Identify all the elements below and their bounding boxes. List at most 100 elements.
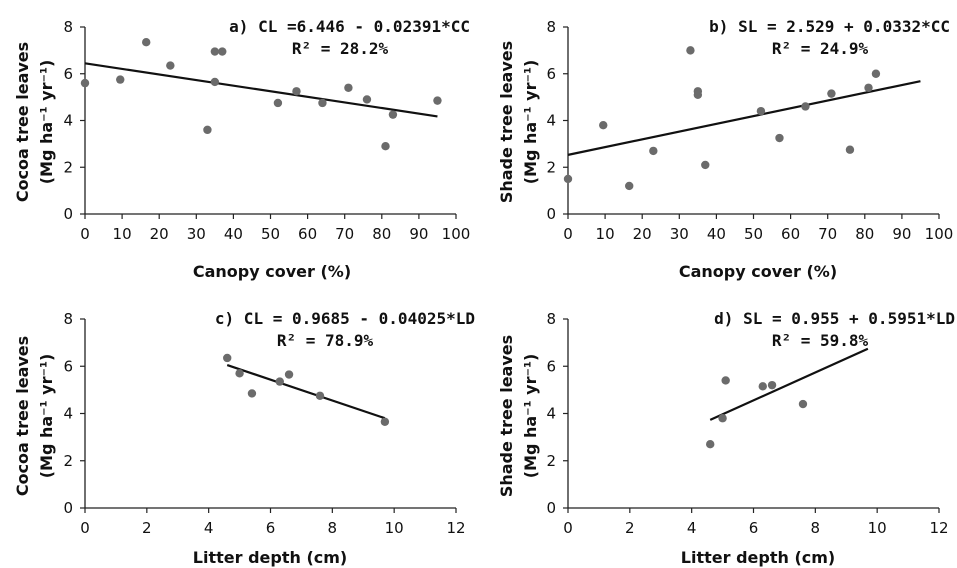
data-point xyxy=(686,46,695,55)
r-squared-label: R² = 24.9% xyxy=(772,39,869,58)
x-axis-label: Canopy cover (%) xyxy=(193,262,351,281)
data-point xyxy=(388,110,398,119)
y-tick-label: 4 xyxy=(63,405,73,423)
data-point xyxy=(318,98,327,108)
data-point xyxy=(218,47,227,56)
x-tick-label: 0 xyxy=(563,225,573,243)
data-point xyxy=(381,142,390,151)
r-squared-label: R² = 28.2% xyxy=(292,39,389,58)
data-point xyxy=(871,69,881,78)
data-point xyxy=(625,181,634,191)
trend-line xyxy=(709,347,869,421)
data-point xyxy=(701,160,710,170)
data-point xyxy=(292,87,301,96)
x-tick-label: 4 xyxy=(204,519,214,537)
data-point xyxy=(210,77,220,87)
x-tick-label: 80 xyxy=(372,225,391,243)
trend-line xyxy=(84,62,438,118)
y-tick-label: 4 xyxy=(546,112,556,130)
y-axis-label-line2: (Mg ha⁻¹ yr⁻¹) xyxy=(521,60,540,185)
data-point xyxy=(433,96,442,105)
x-tick-label: 100 xyxy=(925,225,954,243)
regression-equation: a) CL =6.446 - 0.02391*CC xyxy=(229,17,470,36)
x-tick-label: 8 xyxy=(811,519,821,537)
x-tick-label: 90 xyxy=(892,225,911,243)
regression-equation: b) SL = 2.529 + 0.0332*CC xyxy=(709,17,950,36)
x-tick-label: 30 xyxy=(670,225,689,243)
x-tick-label: 30 xyxy=(187,225,206,243)
data-point xyxy=(721,376,730,385)
data-point xyxy=(798,399,808,409)
data-point xyxy=(116,75,125,84)
y-tick-label: 8 xyxy=(546,18,556,36)
panel-d: 0 2 4 6 8 0 2 4 6 8 10 12 d) SL = 0.955 + 0.5951*LD R… xyxy=(497,309,955,567)
x-tick-label: 40 xyxy=(707,225,726,243)
data-point xyxy=(718,414,727,423)
x-axis-label: Litter depth (cm) xyxy=(193,548,347,567)
y-axis-label-line1: Cocoa tree leaves xyxy=(13,336,32,496)
x-tick-label: 6 xyxy=(266,519,276,537)
y-tick-label: 0 xyxy=(546,499,556,517)
y-tick-label: 6 xyxy=(546,357,556,375)
data-point xyxy=(166,61,175,70)
data-point xyxy=(344,83,353,92)
x-tick-label: 70 xyxy=(818,225,837,243)
data-point xyxy=(864,83,873,92)
x-tick-label: 40 xyxy=(224,225,243,243)
data-point xyxy=(80,78,90,88)
x-tick-label: 100 xyxy=(442,225,471,243)
panel-c: 0 2 4 6 8 0 2 4 6 8 10 12 c) CL = 0.9685 - 0.04025*L… xyxy=(13,309,475,567)
regression-equation: d) SL = 0.955 + 0.5951*LD xyxy=(714,309,955,328)
data-point xyxy=(767,380,777,390)
x-tick-label: 20 xyxy=(150,225,169,243)
x-tick-label: 10 xyxy=(385,519,404,537)
data-point xyxy=(706,440,715,449)
trend-line xyxy=(226,364,386,420)
data-point xyxy=(362,95,372,104)
data-point xyxy=(315,391,325,400)
x-tick-label: 90 xyxy=(409,225,428,243)
data-point xyxy=(801,102,810,111)
data-point xyxy=(203,125,212,135)
y-tick-label: 6 xyxy=(546,65,556,83)
data-point xyxy=(380,417,390,426)
regression-equation: c) CL = 0.9685 - 0.04025*LD xyxy=(215,309,475,328)
data-point xyxy=(275,377,284,386)
x-tick-label: 2 xyxy=(625,519,635,537)
y-tick-label: 6 xyxy=(63,65,73,83)
x-tick-label: 60 xyxy=(781,225,800,243)
x-axis-label: Litter depth (cm) xyxy=(681,548,835,567)
y-tick-label: 6 xyxy=(63,357,73,375)
y-tick-label: 2 xyxy=(63,158,73,176)
x-tick-label: 10 xyxy=(596,225,615,243)
x-tick-label: 8 xyxy=(328,519,338,537)
y-tick-label: 2 xyxy=(546,158,556,176)
data-point xyxy=(563,174,573,184)
y-tick-label: 4 xyxy=(63,112,73,130)
data-point xyxy=(693,90,703,99)
y-tick-label: 2 xyxy=(63,452,73,470)
data-point xyxy=(223,353,232,363)
y-tick-label: 8 xyxy=(63,310,73,328)
y-tick-label: 8 xyxy=(546,310,556,328)
x-tick-label: 0 xyxy=(80,519,90,537)
y-tick-label: 0 xyxy=(546,205,556,223)
data-point xyxy=(775,133,784,143)
x-tick-label: 10 xyxy=(113,225,132,243)
y-axis-label-line2: (Mg ha⁻¹ yr⁻¹) xyxy=(37,354,56,479)
x-tick-label: 0 xyxy=(563,519,573,537)
y-axis-label-line1: Shade tree leaves xyxy=(497,335,516,497)
y-tick-label: 0 xyxy=(63,205,73,223)
r-squared-label: R² = 78.9% xyxy=(277,331,374,350)
x-tick-label: 10 xyxy=(868,519,887,537)
data-point xyxy=(599,120,608,130)
y-tick-label: 8 xyxy=(63,18,73,36)
y-tick-label: 2 xyxy=(546,452,556,470)
r-squared-label: R² = 59.8% xyxy=(772,331,869,350)
x-tick-label: 12 xyxy=(446,519,465,537)
y-tick-label: 4 xyxy=(546,405,556,423)
y-axis-label-line2: (Mg ha⁻¹ yr⁻¹) xyxy=(37,60,56,185)
y-axis-label-line2: (Mg ha⁻¹ yr⁻¹) xyxy=(521,354,540,479)
